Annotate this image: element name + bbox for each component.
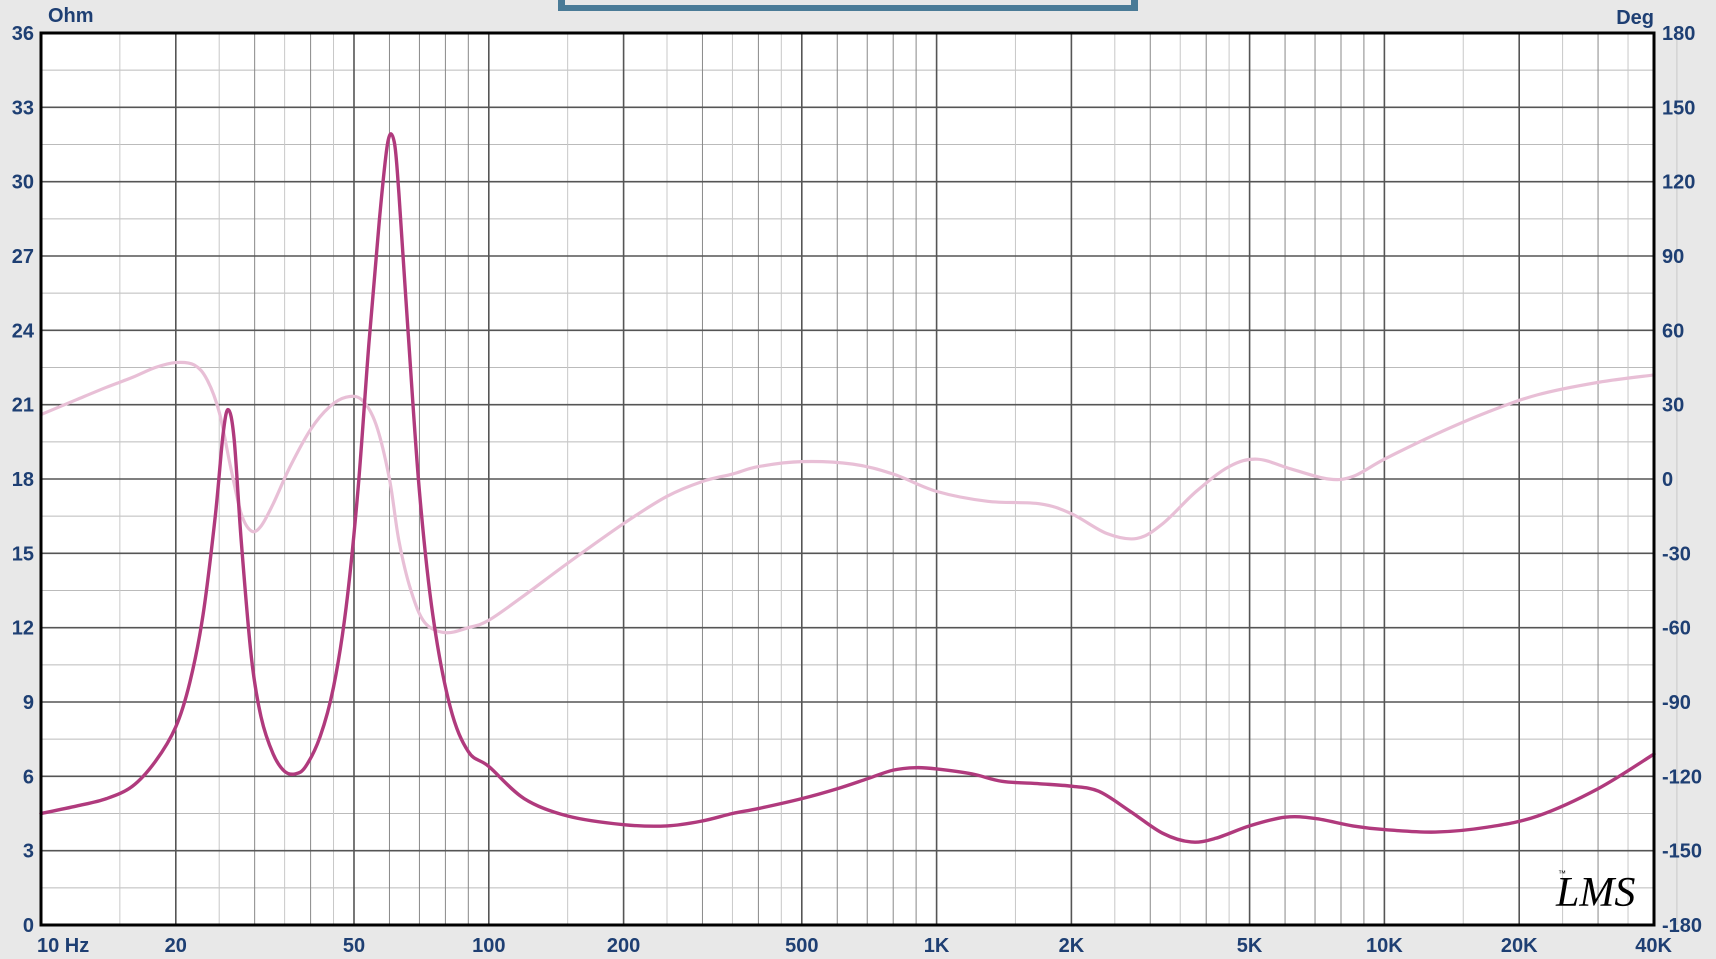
y-left-unit-label: Ohm (48, 5, 94, 27)
watermark-logo: LMS (1555, 870, 1635, 916)
x-tick-label: 200 (607, 935, 640, 957)
y-right-tick-label: 60 (1662, 320, 1684, 342)
plot-frame (39, 31, 1656, 927)
x-tick-label: 10 Hz (37, 935, 89, 957)
y-right-tick-label: 180 (1662, 23, 1695, 45)
x-tick-label: 40K (1635, 935, 1672, 957)
x-tick-label: 20 (165, 935, 187, 957)
x-tick-label: 20K (1501, 935, 1538, 957)
y-left-tick-label: 12 (12, 618, 34, 640)
y-left-tick-label: 3 (23, 841, 34, 863)
y-right-tick-label: -120 (1662, 766, 1702, 788)
y-right-tick-label: -90 (1662, 692, 1691, 714)
x-tick-label: 100 (472, 935, 505, 957)
y-right-tick-label: 120 (1662, 172, 1695, 194)
series-line-impedance (39, 132, 1656, 844)
series-layer (39, 132, 1656, 844)
title-bar-inner (565, 0, 1131, 5)
y-right-unit-label: Deg (1616, 7, 1654, 29)
y-left-tick-label: 30 (12, 172, 34, 194)
y-left-tick-label: 21 (12, 395, 34, 417)
axis-labels: 0369121518212427303336-180-150-120-90-60… (12, 23, 1702, 957)
y-left-tick-label: 27 (12, 246, 34, 268)
x-tick-label: 10K (1366, 935, 1403, 957)
y-left-tick-label: 36 (12, 23, 34, 45)
y-left-tick-label: 18 (12, 469, 34, 491)
y-right-tick-label: -150 (1662, 841, 1702, 863)
title-bar (558, 0, 1138, 11)
y-right-tick-label: 150 (1662, 97, 1695, 119)
y-right-tick-label: 90 (1662, 246, 1684, 268)
y-right-tick-label: -30 (1662, 543, 1691, 565)
y-left-tick-label: 0 (23, 915, 34, 937)
y-right-tick-label: 30 (1662, 395, 1684, 417)
lms-watermark: ™ LMS (1555, 869, 1635, 916)
x-tick-label: 50 (343, 935, 365, 957)
y-left-tick-label: 6 (23, 766, 34, 788)
watermark-tm: ™ (1558, 869, 1566, 878)
y-left-tick-label: 33 (12, 97, 34, 119)
y-right-tick-label: -60 (1662, 618, 1691, 640)
y-right-tick-label: 0 (1662, 469, 1673, 491)
x-tick-label: 2K (1059, 935, 1085, 957)
y-right-tick-label: -180 (1662, 915, 1702, 937)
y-left-tick-label: 9 (23, 692, 34, 714)
y-left-tick-label: 24 (12, 320, 35, 342)
series-line-phase (39, 360, 1656, 635)
y-left-tick-label: 15 (12, 543, 34, 565)
x-tick-label: 5K (1237, 935, 1263, 957)
x-tick-label: 1K (924, 935, 950, 957)
x-tick-label: 500 (785, 935, 818, 957)
